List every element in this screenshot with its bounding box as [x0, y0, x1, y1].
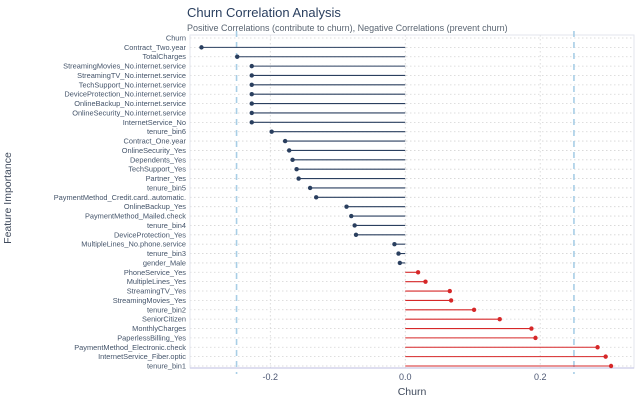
- data-point[interactable]: [415, 270, 421, 275]
- data-point[interactable]: [313, 195, 319, 200]
- category-label: gender_Male: [143, 258, 186, 267]
- data-point[interactable]: [249, 63, 254, 69]
- category-label: TotalCharges: [142, 52, 186, 61]
- category-label: Dependents_Yes: [130, 155, 186, 164]
- data-point[interactable]: [392, 241, 397, 247]
- data-point[interactable]: [286, 148, 292, 153]
- data-point[interactable]: [344, 204, 349, 209]
- data-point[interactable]: [603, 354, 608, 359]
- data-point[interactable]: [595, 345, 600, 350]
- category-label: StreamingTV_Yes: [127, 287, 187, 296]
- data-point[interactable]: [249, 101, 254, 106]
- data-point[interactable]: [199, 45, 204, 50]
- category-label: PaperlessBilling_Yes: [117, 333, 186, 342]
- data-point[interactable]: [290, 157, 295, 163]
- data-point[interactable]: [471, 307, 477, 312]
- data-point[interactable]: [235, 54, 240, 59]
- category-label: PaymentMethod_Credit.card..automatic.: [54, 193, 186, 202]
- data-point[interactable]: [423, 279, 428, 284]
- category-label: PaymentMethod_Mailed.check: [85, 212, 186, 221]
- category-label: DeviceProtection_Yes: [114, 230, 186, 239]
- y-axis-title: Feature Importance: [2, 152, 14, 244]
- category-label: PaymentMethod_Electronic.check: [74, 343, 186, 352]
- category-label: OnlineBackup_Yes: [124, 202, 186, 211]
- data-point[interactable]: [294, 167, 299, 172]
- data-point[interactable]: [608, 363, 614, 369]
- chart-subtitle: Positive Correlations (contribute to chu…: [187, 23, 508, 33]
- category-label: OnlineBackup_No.internet.service: [74, 99, 186, 108]
- category-label: StreamingTV_No.internet.service: [77, 71, 186, 80]
- category-label: Partner_Yes: [146, 174, 187, 183]
- category-label: MultipleLines_Yes: [127, 277, 187, 286]
- data-point[interactable]: [353, 232, 359, 237]
- category-label: MonthlyCharges: [132, 324, 186, 333]
- category-label: Contract_Two.year: [124, 43, 187, 52]
- data-point[interactable]: [533, 335, 538, 341]
- category-label: MultipleLines_No.phone.service: [81, 240, 186, 249]
- category-label: TechSupport_No.internet.service: [79, 80, 186, 89]
- data-point[interactable]: [296, 176, 301, 181]
- data-point[interactable]: [396, 251, 401, 256]
- category-label: Churn: [166, 34, 186, 43]
- data-point[interactable]: [249, 82, 254, 88]
- category-label: PhoneService_Yes: [124, 268, 186, 277]
- category-label: DeviceProtection_No.internet.service: [64, 90, 186, 99]
- x-tick-label: 0.0: [399, 372, 412, 382]
- category-label: TechSupport_Yes: [128, 165, 186, 174]
- category-label: OnlineSecurity_No.internet.service: [72, 108, 186, 117]
- category-label: StreamingMovies_No.internet.service: [63, 62, 186, 71]
- data-point[interactable]: [529, 326, 534, 331]
- category-label: tenure_bin3: [147, 249, 186, 258]
- category-label: tenure_bin4: [147, 221, 186, 230]
- category-label: Contract_One.year: [124, 137, 187, 146]
- category-label: tenure_bin5: [147, 183, 186, 192]
- category-label: tenure_bin6: [147, 127, 186, 136]
- data-point[interactable]: [269, 129, 274, 134]
- data-point[interactable]: [352, 223, 357, 228]
- x-tick-label: -0.2: [263, 372, 279, 382]
- data-point[interactable]: [249, 73, 254, 78]
- chart-title: Churn Correlation Analysis: [187, 5, 341, 20]
- data-point[interactable]: [249, 110, 254, 116]
- category-label: InternetService_No: [123, 118, 186, 127]
- category-label: StreamingMovies_Yes: [113, 296, 187, 305]
- category-label: OnlineSecurity_Yes: [122, 146, 187, 155]
- category-label: SeniorCitizen: [142, 315, 186, 324]
- category-label: tenure_bin1: [147, 362, 186, 371]
- category-label: InternetService_Fiber.optic: [98, 352, 186, 361]
- data-point[interactable]: [307, 185, 313, 191]
- category-label: tenure_bin2: [147, 305, 186, 314]
- data-point[interactable]: [448, 298, 454, 303]
- x-tick-label: 0.2: [534, 372, 547, 382]
- data-point[interactable]: [249, 92, 254, 97]
- data-point[interactable]: [447, 288, 452, 294]
- data-point[interactable]: [349, 213, 354, 219]
- data-point[interactable]: [249, 120, 254, 125]
- x-axis-title: Churn: [397, 386, 427, 398]
- data-point[interactable]: [282, 138, 288, 144]
- data-point[interactable]: [497, 316, 502, 322]
- data-point[interactable]: [397, 260, 403, 266]
